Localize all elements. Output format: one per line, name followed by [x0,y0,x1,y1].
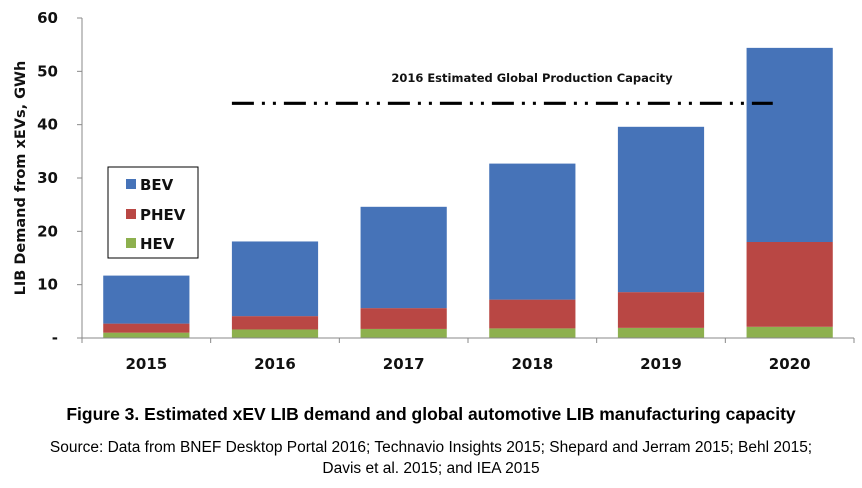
bar-hev-2019 [617,327,705,338]
capacity-label: 2016 Estimated Global Production Capacit… [391,71,673,85]
bar-phev-2015 [103,323,190,333]
y-tick-label: 10 [37,276,58,294]
bar-bev-2020 [746,47,833,242]
y-tick-label: 20 [37,222,58,240]
x-tick-label: 2017 [383,355,425,373]
legend-swatch-hev [126,238,136,248]
bar-hev-2020 [746,326,833,338]
x-tick-label: 2015 [125,355,167,373]
figure-caption-title: Figure 3. Estimated xEV LIB demand and g… [66,404,796,424]
figure-source-line-2: Davis et al. 2015; and IEA 2015 [322,460,540,477]
bar-phev-2019 [617,292,705,328]
bar-hev-2015 [103,332,190,338]
y-tick-label: 30 [37,169,58,187]
bar-bev-2018 [489,163,576,300]
legend-box [107,166,199,259]
bar-hev-2016 [231,329,319,338]
bar-phev-2018 [489,299,576,329]
legend: BEV PHEV HEV [107,166,199,259]
capacity-reference: 2016 Estimated Global Production Capacit… [231,71,773,105]
bar-phev-2020 [746,242,833,327]
bar-bev-2017 [360,206,447,309]
x-tick-label: 2016 [254,355,296,373]
figure-source-line-1: Source: Data from BNEF Desktop Portal 20… [49,439,813,456]
y-tick-label: - [52,329,58,347]
bar-bev-2015 [103,275,190,324]
bar-phev-2016 [231,316,319,330]
figure-source: Source: Data from BNEF Desktop Portal 20… [0,437,862,479]
bar-phev-2017 [360,308,447,329]
legend-swatch-bev [126,179,136,189]
x-tick-label: 2020 [769,355,811,373]
ticks: - 10 20 30 40 50 60 2015 2016 2017 2018 2019 2020 [37,9,855,373]
legend-swatch-phev [126,209,136,219]
legend-label-bev: BEV [140,176,174,194]
y-axis-title: LIB Demand from xEVs, GWh [13,61,29,296]
bar-bev-2016 [231,241,319,317]
bars-layer [103,47,833,338]
legend-label-phev: PHEV [140,206,186,224]
bar-hev-2018 [489,328,576,338]
y-tick-label: 40 [37,116,58,134]
x-tick-label: 2019 [640,355,682,373]
legend-label-hev: HEV [140,235,175,253]
bar-hev-2017 [360,328,447,338]
y-tick-label: 50 [37,62,58,80]
bar-bev-2019 [617,126,705,293]
x-tick-label: 2018 [511,355,553,373]
stacked-bar-chart: - 10 20 30 40 50 60 2015 2016 2017 2018 2019 2020 LI… [13,9,855,373]
y-tick-label: 60 [37,9,58,27]
